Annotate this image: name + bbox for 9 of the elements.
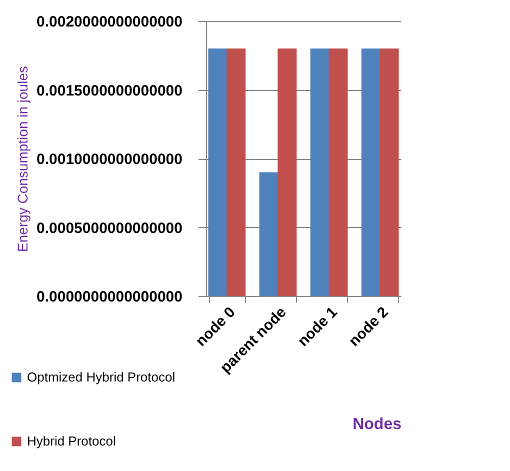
y-tick-label: 0.0010000000000000 [36,151,182,168]
y-tick-label: 0.0000000000000000 [36,288,182,306]
y-tick-label: 0.0015000000000000 [36,82,182,100]
legend-label: Optmized Hybrid Protocol [27,370,176,384]
y-tick-label: 0.0020000000000000 [36,14,182,30]
y-tick-label: 0.0005000000000000 [36,220,182,237]
y-axis-title: Energy Consumption in joules [14,66,31,252]
legend-label: Hybrid Protocol [27,434,116,448]
x-axis-title: Nodes [352,416,402,433]
